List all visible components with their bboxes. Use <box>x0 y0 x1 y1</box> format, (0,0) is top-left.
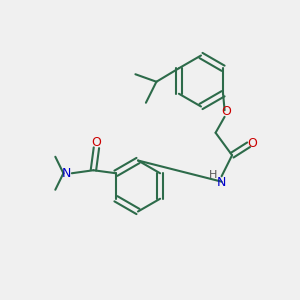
Text: O: O <box>92 136 101 149</box>
Text: O: O <box>247 137 257 150</box>
Text: N: N <box>62 167 71 180</box>
Text: H: H <box>209 170 218 180</box>
Text: N: N <box>216 176 226 189</box>
Text: O: O <box>221 105 231 118</box>
